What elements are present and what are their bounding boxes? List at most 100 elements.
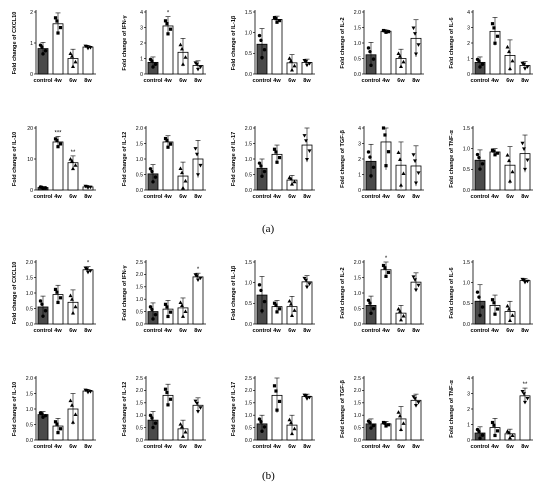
y-tick-label: 0.5	[245, 51, 252, 57]
data-point	[153, 421, 158, 425]
data-point	[55, 19, 59, 23]
data-point	[307, 61, 312, 66]
y-tick-label: 2	[140, 41, 143, 47]
data-point	[260, 55, 264, 60]
data-point	[260, 309, 264, 313]
data-point	[55, 138, 59, 143]
data-point	[150, 169, 154, 174]
data-point	[151, 65, 155, 69]
data-point	[262, 48, 267, 52]
y-tick-label: 2	[358, 157, 361, 163]
data-point	[257, 417, 262, 421]
x-tick-label: 6w	[69, 444, 77, 450]
data-point	[413, 159, 417, 163]
data-point	[165, 138, 169, 142]
x-tick-label: 6w	[397, 328, 405, 334]
data-point	[478, 167, 482, 171]
x-tick-label: 4w	[491, 328, 499, 334]
x-tick-label: control	[144, 328, 163, 334]
data-point	[181, 185, 185, 190]
data-point	[490, 420, 495, 425]
data-point	[196, 67, 200, 72]
data-point	[196, 173, 200, 177]
data-point	[396, 306, 401, 311]
bar-8w	[192, 276, 204, 325]
data-point	[196, 278, 200, 283]
data-point	[56, 431, 60, 435]
data-point	[304, 278, 308, 283]
y-axis-label: Fold change of IFN-γ	[122, 14, 128, 70]
x-tick-label: control	[34, 78, 53, 84]
y-tick-label: 1.0	[26, 407, 33, 413]
y-tick-label: 2.5	[245, 376, 252, 382]
data-point	[290, 182, 294, 186]
y-tick-label: 0.5	[354, 425, 361, 431]
data-point	[493, 153, 497, 157]
data-point	[40, 45, 44, 49]
y-tick-label: 0.0	[354, 322, 361, 328]
data-point	[368, 420, 372, 425]
data-point	[287, 56, 292, 60]
data-point	[68, 51, 73, 55]
y-tick-label: 1	[467, 56, 470, 62]
data-point	[480, 62, 485, 66]
data-point	[383, 266, 387, 270]
data-point	[165, 390, 169, 395]
chart-b-5: Fold change of IL-6 0.0 0.5 1.0 1.5 control 4w…	[449, 260, 533, 334]
y-tick-label: 1.5	[245, 141, 252, 147]
y-tick-label: 1.0	[136, 157, 143, 163]
y-tick-label: 2.5	[354, 376, 361, 382]
y-tick-label: 1	[30, 41, 33, 47]
x-tick-label: 4w	[273, 78, 281, 84]
data-point	[523, 400, 527, 405]
x-tick-label: 8w	[412, 444, 420, 450]
x-tick-label: 6w	[506, 194, 514, 200]
data-point	[289, 176, 293, 181]
data-point	[275, 20, 279, 24]
data-point	[196, 410, 200, 414]
x-tick-label: 8w	[194, 194, 202, 200]
data-point	[88, 269, 93, 273]
data-point	[183, 178, 188, 183]
data-point	[71, 64, 75, 69]
data-point	[493, 433, 497, 438]
data-point	[70, 403, 74, 407]
data-point	[166, 403, 170, 407]
data-point	[56, 300, 60, 305]
data-point	[71, 420, 75, 424]
data-point	[73, 163, 78, 167]
data-point	[414, 52, 418, 57]
y-tick-label: 20	[27, 126, 33, 132]
y-axis-label: Fold change of IFN-γ	[122, 264, 128, 320]
data-point	[371, 423, 376, 428]
y-tick-label: 1.0	[354, 413, 361, 419]
y-axis-label: Fold change of TNF-α	[449, 380, 455, 438]
data-point	[163, 387, 168, 391]
data-point	[381, 263, 386, 268]
y-axis-label: Fold change of IL-2	[340, 267, 346, 318]
data-point	[195, 401, 199, 406]
data-point	[399, 182, 403, 187]
data-point	[386, 150, 391, 154]
data-point	[371, 57, 376, 61]
data-point	[292, 308, 297, 312]
data-point	[181, 62, 185, 66]
x-tick-label: control	[362, 194, 381, 200]
data-point	[277, 156, 282, 160]
data-point	[480, 433, 485, 437]
y-tick-label: 1.5	[354, 25, 361, 31]
data-point	[257, 161, 262, 165]
y-tick-label: 2.0	[354, 260, 361, 266]
data-point	[478, 436, 482, 440]
data-point	[277, 399, 282, 404]
data-point	[181, 434, 185, 438]
significance-label: *	[385, 256, 388, 262]
data-point	[495, 307, 500, 311]
bar-8w	[82, 46, 94, 75]
y-tick-label: 10	[27, 157, 33, 163]
x-tick-label: 6w	[179, 328, 187, 334]
y-tick-label: 2.0	[354, 388, 361, 394]
data-point	[292, 179, 297, 184]
data-point	[163, 19, 168, 23]
data-point	[510, 58, 515, 63]
